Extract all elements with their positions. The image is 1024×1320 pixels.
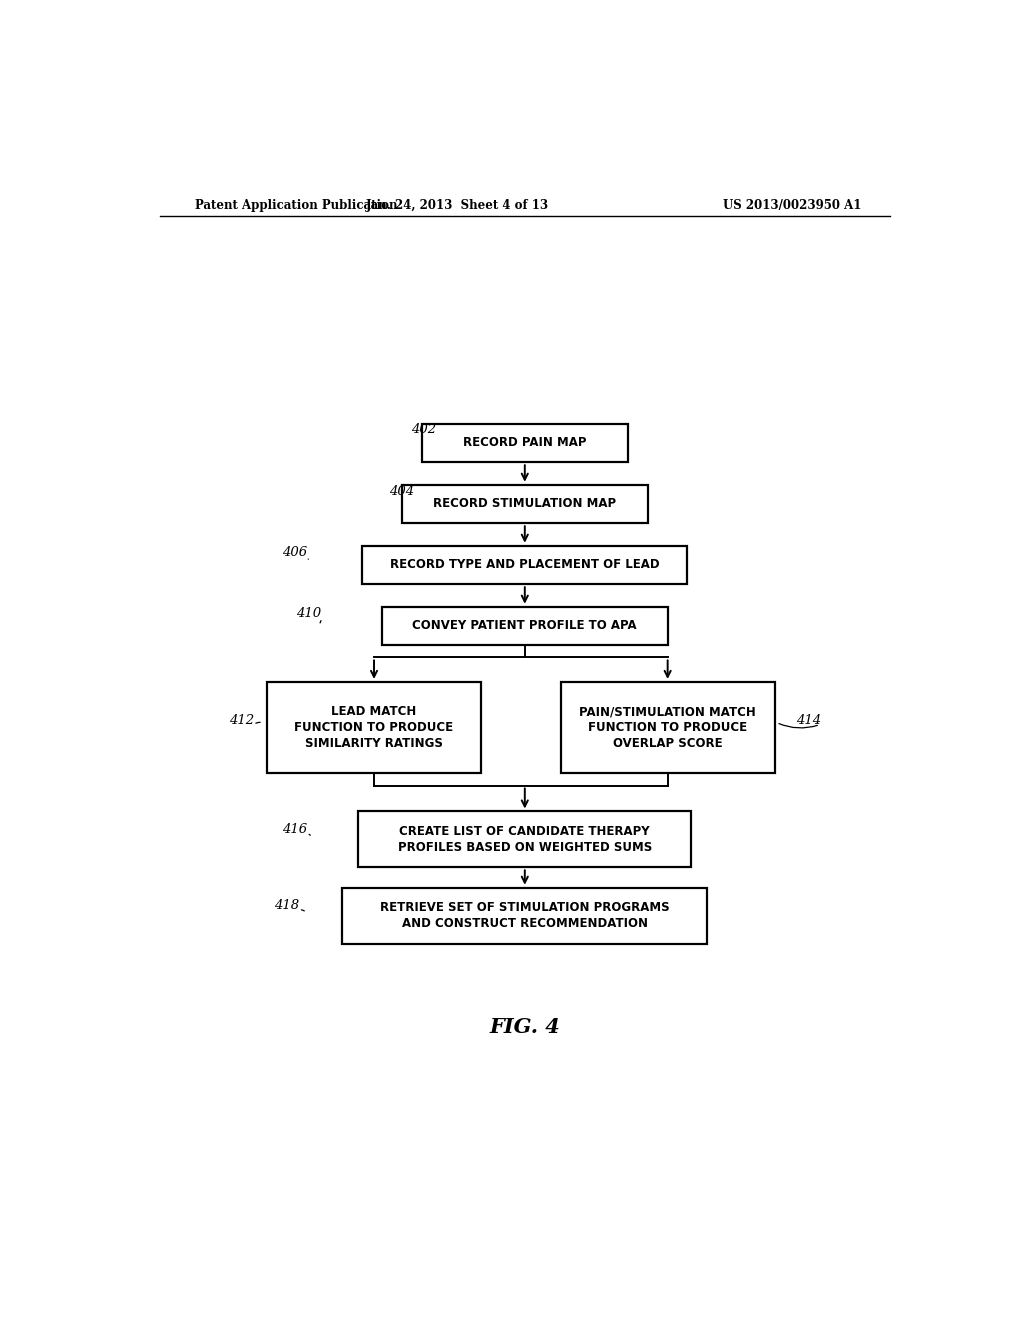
Text: RECORD STIMULATION MAP: RECORD STIMULATION MAP (433, 498, 616, 511)
Bar (401, 484, 648, 523)
Text: 416: 416 (282, 822, 307, 836)
Bar (267, 682, 481, 774)
Text: Patent Application Publication: Patent Application Publication (196, 198, 398, 211)
Bar (560, 682, 775, 774)
Text: 402: 402 (412, 424, 436, 437)
Text: CREATE LIST OF CANDIDATE THERAPY
PROFILES BASED ON WEIGHTED SUMS: CREATE LIST OF CANDIDATE THERAPY PROFILE… (397, 825, 652, 854)
Bar (422, 424, 628, 462)
Text: 414: 414 (796, 714, 820, 727)
Text: RETRIEVE SET OF STIMULATION PROGRAMS
AND CONSTRUCT RECOMMENDATION: RETRIEVE SET OF STIMULATION PROGRAMS AND… (380, 902, 670, 931)
Text: PAIN/STIMULATION MATCH
FUNCTION TO PRODUCE
OVERLAP SCORE: PAIN/STIMULATION MATCH FUNCTION TO PRODU… (580, 705, 756, 750)
Bar (382, 607, 668, 645)
Text: 418: 418 (274, 899, 299, 912)
Text: 412: 412 (229, 714, 254, 727)
Text: RECORD PAIN MAP: RECORD PAIN MAP (463, 437, 587, 450)
Text: RECORD TYPE AND PLACEMENT OF LEAD: RECORD TYPE AND PLACEMENT OF LEAD (390, 558, 659, 572)
Text: CONVEY PATIENT PROFILE TO APA: CONVEY PATIENT PROFILE TO APA (413, 619, 637, 632)
Text: US 2013/0023950 A1: US 2013/0023950 A1 (723, 198, 861, 211)
Text: 410: 410 (296, 607, 322, 620)
Text: FIG. 4: FIG. 4 (489, 1018, 560, 1038)
Text: 404: 404 (389, 486, 415, 498)
Bar (362, 545, 687, 585)
Bar (342, 887, 708, 944)
Text: Jan. 24, 2013  Sheet 4 of 13: Jan. 24, 2013 Sheet 4 of 13 (366, 198, 549, 211)
Text: LEAD MATCH
FUNCTION TO PRODUCE
SIMILARITY RATINGS: LEAD MATCH FUNCTION TO PRODUCE SIMILARIT… (295, 705, 454, 750)
Bar (358, 812, 691, 867)
Text: 406: 406 (282, 546, 307, 560)
